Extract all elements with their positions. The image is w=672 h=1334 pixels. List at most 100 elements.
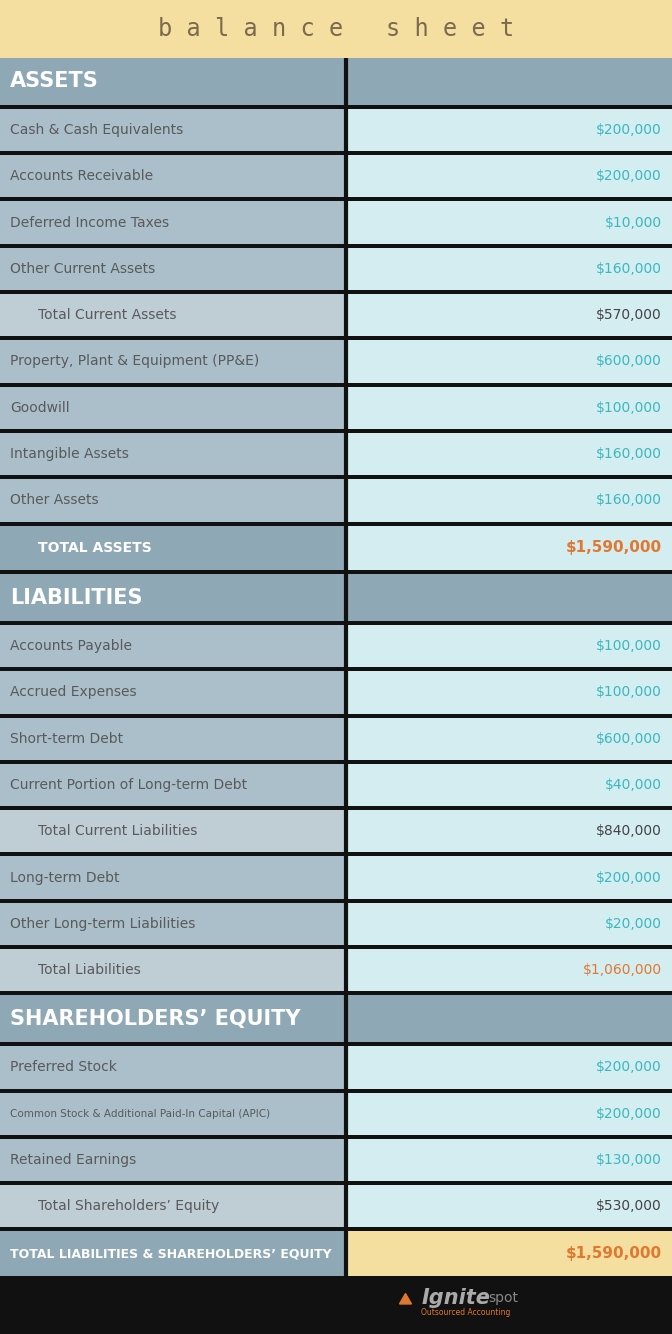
Text: Total Current Assets: Total Current Assets (38, 308, 177, 323)
FancyBboxPatch shape (346, 434, 672, 475)
FancyBboxPatch shape (0, 718, 346, 760)
FancyBboxPatch shape (0, 856, 346, 899)
FancyBboxPatch shape (346, 948, 672, 991)
Text: Common Stock & Additional Paid-In Capital (APIC): Common Stock & Additional Paid-In Capita… (10, 1109, 270, 1119)
FancyBboxPatch shape (346, 995, 672, 1042)
Text: $160,000: $160,000 (596, 494, 662, 507)
Text: $840,000: $840,000 (596, 824, 662, 838)
FancyBboxPatch shape (0, 434, 346, 475)
FancyBboxPatch shape (0, 671, 346, 714)
Text: Goodwill: Goodwill (10, 400, 70, 415)
FancyBboxPatch shape (346, 1093, 672, 1135)
FancyBboxPatch shape (346, 526, 672, 570)
Text: $600,000: $600,000 (596, 732, 662, 746)
Text: $200,000: $200,000 (596, 123, 662, 137)
Text: Deferred Income Taxes: Deferred Income Taxes (10, 216, 169, 229)
FancyBboxPatch shape (0, 624, 346, 667)
FancyBboxPatch shape (346, 109, 672, 151)
Text: $200,000: $200,000 (596, 1107, 662, 1121)
FancyBboxPatch shape (346, 248, 672, 289)
FancyBboxPatch shape (346, 293, 672, 336)
Text: Accounts Payable: Accounts Payable (10, 639, 132, 654)
FancyBboxPatch shape (0, 1231, 346, 1277)
Text: Accounts Receivable: Accounts Receivable (10, 169, 153, 183)
FancyBboxPatch shape (0, 526, 346, 570)
Text: Total Current Liabilities: Total Current Liabilities (38, 824, 198, 838)
FancyBboxPatch shape (0, 155, 346, 197)
FancyBboxPatch shape (0, 0, 672, 57)
Text: Preferred Stock: Preferred Stock (10, 1061, 117, 1074)
FancyBboxPatch shape (346, 624, 672, 667)
Text: $160,000: $160,000 (596, 261, 662, 276)
Text: Current Portion of Long-term Debt: Current Portion of Long-term Debt (10, 778, 247, 792)
Text: $1,590,000: $1,590,000 (566, 540, 662, 555)
Text: $160,000: $160,000 (596, 447, 662, 462)
FancyBboxPatch shape (0, 1093, 346, 1135)
FancyBboxPatch shape (346, 574, 672, 620)
FancyBboxPatch shape (346, 1231, 672, 1277)
FancyBboxPatch shape (0, 201, 346, 244)
Text: Retained Earnings: Retained Earnings (10, 1153, 136, 1167)
Text: $20,000: $20,000 (605, 916, 662, 931)
FancyBboxPatch shape (0, 293, 346, 336)
Text: $600,000: $600,000 (596, 355, 662, 368)
Text: Total Shareholders’ Equity: Total Shareholders’ Equity (38, 1199, 219, 1214)
Text: $200,000: $200,000 (596, 871, 662, 884)
Text: ASSETS: ASSETS (10, 72, 99, 92)
Text: Accrued Expenses: Accrued Expenses (10, 686, 136, 699)
FancyBboxPatch shape (0, 340, 346, 383)
FancyBboxPatch shape (0, 387, 346, 430)
FancyBboxPatch shape (0, 948, 346, 991)
FancyBboxPatch shape (346, 201, 672, 244)
Text: spot: spot (488, 1291, 518, 1305)
FancyBboxPatch shape (0, 1046, 346, 1089)
FancyBboxPatch shape (0, 810, 346, 852)
FancyBboxPatch shape (0, 1185, 346, 1227)
FancyBboxPatch shape (346, 387, 672, 430)
FancyBboxPatch shape (346, 1139, 672, 1181)
Text: LIABILITIES: LIABILITIES (10, 587, 142, 607)
Text: TOTAL LIABILITIES & SHAREHOLDERS’ EQUITY: TOTAL LIABILITIES & SHAREHOLDERS’ EQUITY (10, 1247, 331, 1261)
FancyBboxPatch shape (0, 479, 346, 522)
FancyBboxPatch shape (0, 995, 346, 1042)
FancyBboxPatch shape (346, 810, 672, 852)
Text: Other Long-term Liabilities: Other Long-term Liabilities (10, 916, 196, 931)
Text: Total Liabilities: Total Liabilities (38, 963, 140, 978)
Text: $570,000: $570,000 (596, 308, 662, 323)
Text: TOTAL ASSETS: TOTAL ASSETS (38, 540, 152, 555)
FancyBboxPatch shape (346, 1046, 672, 1089)
Text: Other Current Assets: Other Current Assets (10, 261, 155, 276)
Text: $200,000: $200,000 (596, 1061, 662, 1074)
FancyBboxPatch shape (346, 903, 672, 944)
FancyBboxPatch shape (346, 856, 672, 899)
Text: Property, Plant & Equipment (PP&E): Property, Plant & Equipment (PP&E) (10, 355, 259, 368)
FancyBboxPatch shape (346, 155, 672, 197)
FancyBboxPatch shape (346, 340, 672, 383)
FancyBboxPatch shape (0, 248, 346, 289)
FancyBboxPatch shape (346, 57, 672, 105)
FancyBboxPatch shape (346, 671, 672, 714)
Text: Cash & Cash Equivalents: Cash & Cash Equivalents (10, 123, 183, 137)
FancyBboxPatch shape (0, 1139, 346, 1181)
FancyBboxPatch shape (346, 479, 672, 522)
FancyBboxPatch shape (346, 1185, 672, 1227)
Text: Outsourced Accounting: Outsourced Accounting (421, 1307, 511, 1317)
Text: $200,000: $200,000 (596, 169, 662, 183)
FancyBboxPatch shape (0, 903, 346, 944)
Text: $130,000: $130,000 (596, 1153, 662, 1167)
Text: $530,000: $530,000 (596, 1199, 662, 1214)
FancyBboxPatch shape (0, 57, 346, 105)
Text: SHAREHOLDERS’ EQUITY: SHAREHOLDERS’ EQUITY (10, 1009, 300, 1029)
Text: b a l a n c e   s h e e t: b a l a n c e s h e e t (158, 17, 514, 41)
Text: $100,000: $100,000 (596, 639, 662, 654)
Text: Intangible Assets: Intangible Assets (10, 447, 129, 462)
Text: $100,000: $100,000 (596, 686, 662, 699)
Text: Short-term Debt: Short-term Debt (10, 732, 123, 746)
Text: Other Assets: Other Assets (10, 494, 99, 507)
FancyBboxPatch shape (0, 1277, 672, 1334)
FancyBboxPatch shape (0, 109, 346, 151)
Text: $1,060,000: $1,060,000 (583, 963, 662, 978)
Text: $40,000: $40,000 (605, 778, 662, 792)
Text: Long-term Debt: Long-term Debt (10, 871, 120, 884)
FancyBboxPatch shape (346, 718, 672, 760)
